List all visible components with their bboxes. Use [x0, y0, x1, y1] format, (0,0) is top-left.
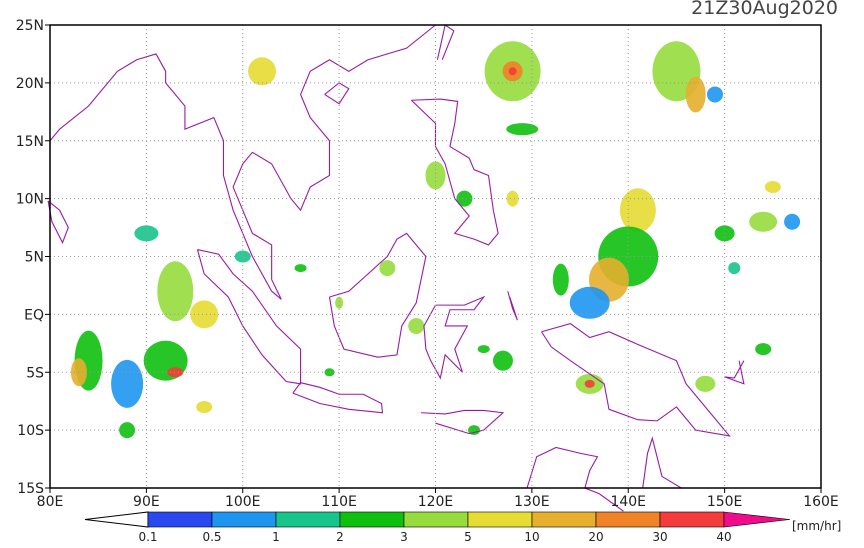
coastline: [328, 232, 427, 358]
lon-label: 160E: [803, 494, 839, 510]
colorbar-under: [84, 511, 149, 528]
rain-cell: [506, 190, 519, 207]
colorbar-unit: [mm/hr]: [792, 519, 841, 533]
colorbar-segment: [211, 511, 277, 528]
rain-cell: [294, 264, 307, 273]
lon-label: 130E: [514, 494, 550, 510]
coastline: [423, 295, 486, 380]
rain-cell: [119, 422, 136, 439]
lat-label: 25N: [16, 18, 44, 34]
colorbar-segment: [147, 511, 213, 528]
rain-cell: [379, 260, 396, 277]
lat-label: 10S: [17, 423, 44, 439]
coastline: [324, 82, 350, 105]
colorbar-label: 5: [464, 530, 472, 544]
colorbar-label: 10: [524, 530, 539, 544]
colorbar-segment: [339, 511, 405, 528]
rain-cell: [552, 263, 569, 296]
rain-cell: [190, 300, 219, 329]
coastline: [421, 409, 505, 435]
coastline: [411, 98, 499, 246]
coastline: [292, 382, 384, 414]
colorbar-label: 0.1: [138, 530, 157, 544]
coastline: [436, 24, 455, 60]
lon-label: 140E: [610, 494, 646, 510]
rain-cell: [764, 181, 781, 194]
precip-layer: [70, 41, 801, 439]
rain-cell: [425, 161, 446, 190]
colorbar-label: 3: [400, 530, 408, 544]
lat-label: 15S: [17, 481, 44, 497]
coastline: [724, 360, 745, 385]
coastline: [541, 323, 731, 437]
rain-cell: [111, 359, 144, 408]
rain-cell: [584, 379, 595, 388]
lon-label: 110E: [321, 494, 357, 510]
coastline: [47, 200, 69, 244]
rain-cell: [324, 368, 335, 377]
colorbar-segment: [659, 511, 725, 528]
coastline: [49, 24, 436, 300]
colorbar-over: [723, 511, 791, 528]
rain-cell: [569, 286, 610, 319]
lon-label: 100E: [225, 494, 261, 510]
rain-cell: [619, 188, 656, 233]
lat-label: 10N: [16, 192, 44, 208]
rain-cell: [492, 350, 513, 371]
colorbar-label: 40: [716, 530, 731, 544]
lat-label: 15N: [16, 134, 44, 150]
map-frame: [49, 24, 822, 489]
colorbar-label: 2: [336, 530, 344, 544]
lon-label: 150E: [707, 494, 743, 510]
coastline: [196, 249, 302, 385]
rain-cell: [248, 57, 277, 86]
colorbar-label: 1: [272, 530, 280, 544]
lat-label: EQ: [24, 307, 44, 323]
rain-cell: [706, 86, 723, 103]
colorbar-segment: [467, 511, 533, 528]
lon-label: 120E: [418, 494, 454, 510]
coastline: [507, 291, 518, 321]
colorbar-label: 0.5: [202, 530, 221, 544]
lat-label: 5S: [26, 365, 44, 381]
rain-cell: [728, 262, 741, 275]
rain-cell: [755, 343, 772, 356]
coastline: [526, 446, 624, 512]
rain-cell: [335, 296, 344, 309]
coastlines: [47, 24, 745, 512]
lon-label: 80E: [37, 494, 64, 510]
coastline: [642, 436, 682, 489]
rain-cell: [408, 317, 425, 334]
colorbar-label: 20: [588, 530, 603, 544]
lat-label: 5N: [25, 250, 44, 266]
rain-cell: [685, 76, 706, 113]
rain-cell: [784, 213, 801, 230]
colorbar-segment: [595, 511, 661, 528]
rain-cell: [695, 375, 716, 392]
lat-label: 20N: [16, 76, 44, 92]
rain-cell: [749, 211, 778, 232]
title: 21Z30Aug2020: [691, 0, 838, 19]
rain-cell: [196, 400, 213, 413]
lon-label: 90E: [133, 494, 160, 510]
colorbar-segment: [275, 511, 341, 528]
rain-cell: [508, 67, 517, 76]
rain-cell: [167, 367, 184, 378]
rain-cell: [157, 261, 194, 322]
rain-cell: [477, 345, 490, 354]
colorbar-segment: [531, 511, 597, 528]
colorbar-segment: [403, 511, 469, 528]
rain-cell: [506, 123, 539, 136]
rain-cell: [456, 190, 473, 207]
colorbar-label: 30: [652, 530, 667, 544]
